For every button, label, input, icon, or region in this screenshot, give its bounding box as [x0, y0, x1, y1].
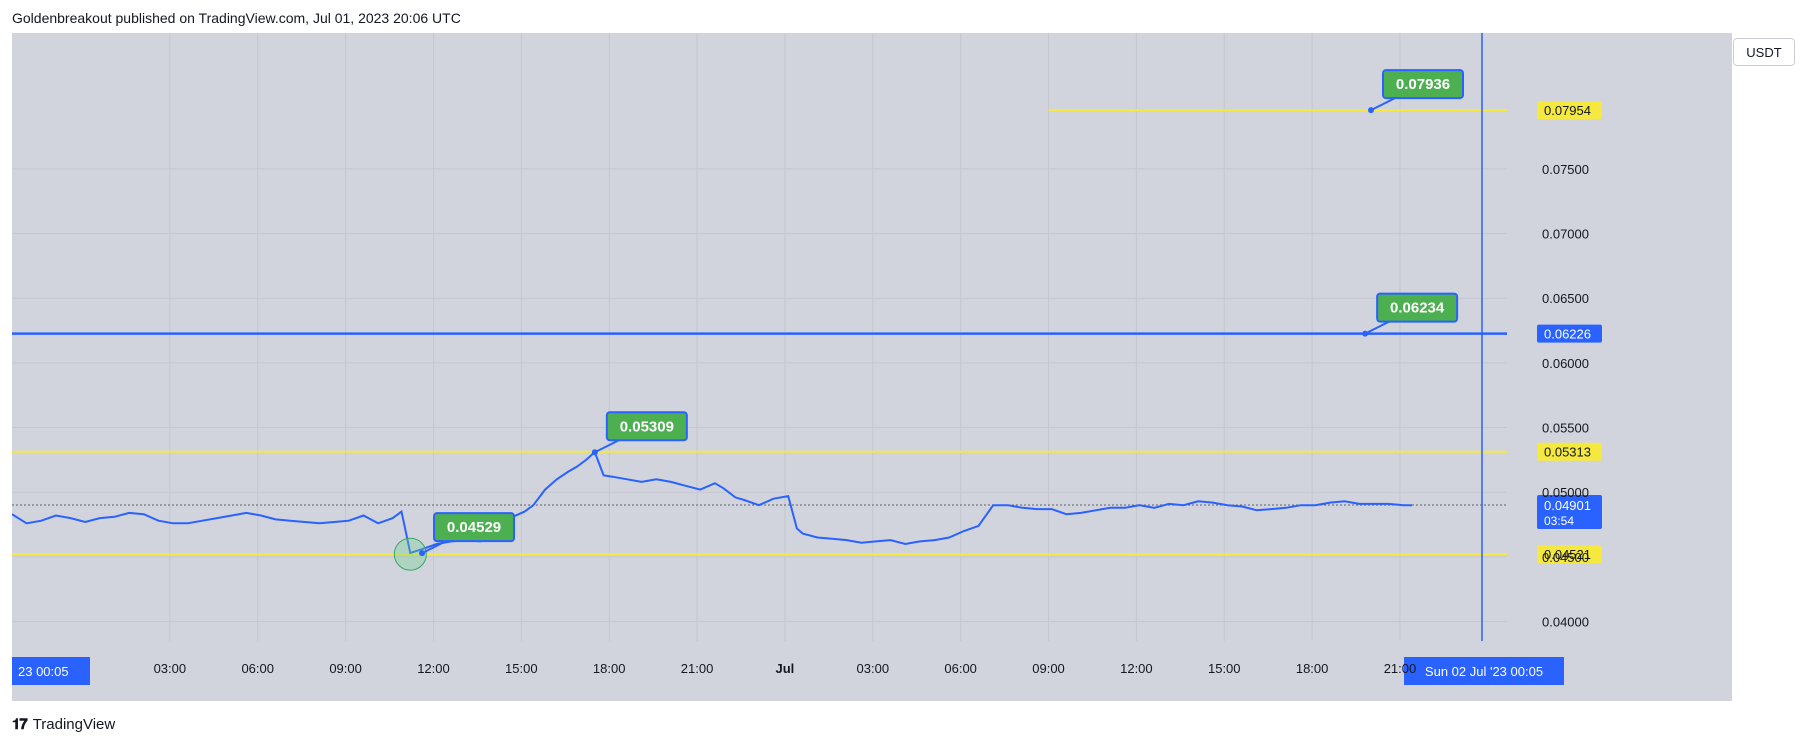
callout-label: 0.04529: [447, 519, 501, 536]
price-chart[interactable]: 0.07954 0.06226 0.05313 0.04521 0.0490103:54…: [12, 33, 1815, 701]
left-date-badge-label: 23 00:05: [18, 664, 69, 679]
price-axis: 0.04000 0.04500 0.05000 0.05500 0.06000 0.065…: [1542, 162, 1589, 630]
grid: [12, 33, 1507, 641]
publisher-header: Goldenbreakout published on TradingView.…: [12, 10, 461, 26]
circle-marker: [393, 537, 427, 571]
x-tick-label: 18:00: [593, 661, 626, 676]
price-badge-label: 0.04521: [1544, 547, 1591, 562]
y-tick-label: 0.06500: [1542, 291, 1589, 306]
callout-box: [1381, 69, 1464, 100]
callout-pointer: [421, 540, 447, 555]
x-tick-label: 12:00: [417, 661, 450, 676]
date-badge: [1404, 657, 1564, 685]
callout-anchor: [591, 449, 598, 456]
x-tick-label: 21:00: [1384, 661, 1417, 676]
x-tick-label: 03:00: [154, 661, 187, 676]
currency-button[interactable]: USDT: [1733, 38, 1795, 66]
left-date-badge: [12, 657, 90, 685]
callout-box: [605, 411, 688, 442]
last-price-label: 0.04901: [1544, 498, 1591, 513]
x-tick-label: 21:00: [681, 661, 714, 676]
x-tick-label: 03:00: [857, 661, 890, 676]
callout-box: [1376, 292, 1459, 323]
x-tick-label: 15:00: [1208, 661, 1241, 676]
y-tick-label: 0.07500: [1542, 162, 1589, 177]
x-tick-label: 15:00: [505, 661, 538, 676]
y-tick-label: 0.07000: [1542, 227, 1589, 242]
callout-pointer: [594, 439, 620, 454]
x-tick-label: 09:00: [329, 661, 362, 676]
callout-label: 0.05309: [620, 418, 674, 435]
x-tick-label: 09:00: [1032, 661, 1065, 676]
price-badge: [1537, 545, 1602, 564]
y-tick-label: 0.06000: [1542, 356, 1589, 371]
x-tick-label: 06:00: [944, 661, 977, 676]
price-badge-label: 0.06226: [1544, 327, 1591, 342]
x-tick-label: 18:00: [1296, 661, 1329, 676]
callout-anchor: [1367, 107, 1374, 114]
callout-label: 0.06234: [1390, 300, 1445, 317]
x-tick-label: 06:00: [241, 661, 274, 676]
price-callouts: 0.07936 0.06234 0.05309 0.04529: [419, 69, 1464, 557]
callout-box: [433, 512, 516, 543]
chart-area[interactable]: 0.07954 0.06226 0.05313 0.04521 0.04901 03:54…: [12, 33, 1732, 701]
price-badge: [1537, 324, 1602, 343]
callout-label: 0.07936: [1396, 76, 1450, 93]
price-series: [12, 450, 1412, 571]
price-badge-label: 0.05313: [1544, 445, 1591, 460]
tradingview-logo-icon: 𝟏𝟕: [12, 716, 28, 733]
crosshair: Sun 02 Jul '23 00:05 23 00:05: [12, 33, 1564, 685]
callout-anchor: [419, 550, 426, 557]
y-tick-label: 0.04500: [1542, 550, 1589, 565]
x-tick-label: 12:00: [1120, 661, 1153, 676]
countdown-label: 03:54: [1544, 514, 1574, 528]
date-badge-label: Sun 02 Jul '23 00:05: [1425, 664, 1543, 679]
last-price-badge: [1537, 495, 1602, 530]
x-tick-label: Jul: [776, 661, 795, 676]
y-tick-label: 0.05000: [1542, 485, 1589, 500]
y-tick-label: 0.04000: [1542, 615, 1589, 630]
callout-pointer: [1364, 320, 1390, 335]
footer: 𝟏𝟕 TradingView: [12, 716, 115, 733]
price-line: [12, 450, 1412, 555]
price-badge-label: 0.07954: [1544, 103, 1591, 118]
footer-brand: TradingView: [32, 716, 116, 733]
callout-pointer: [1370, 97, 1396, 111]
price-badge: [1537, 101, 1602, 120]
time-axis: 03:00 06:00 09:00 12:00 15:00 18:00 21:00 Jul 03…: [154, 661, 1417, 676]
callout-anchor: [1362, 330, 1369, 337]
y-tick-label: 0.05500: [1542, 421, 1589, 436]
price-badge: [1537, 442, 1602, 461]
